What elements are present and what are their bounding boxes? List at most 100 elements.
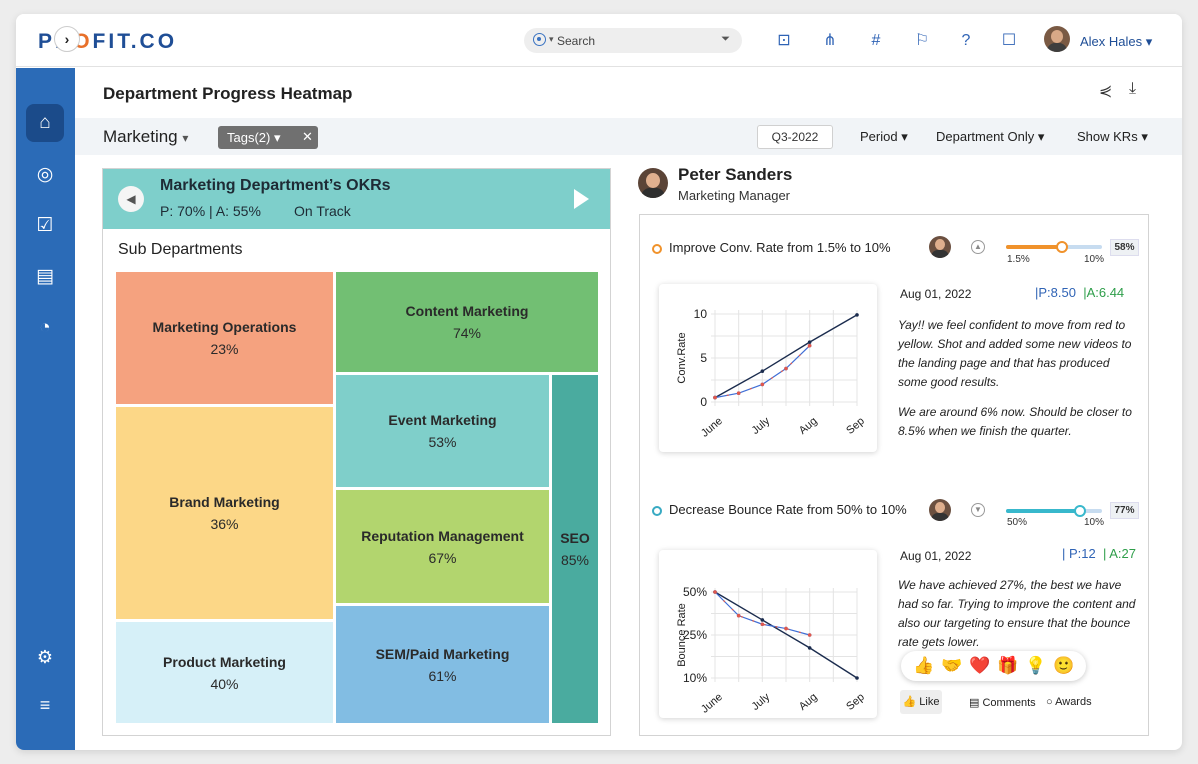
heatmap-tile-event-marketing[interactable]: Event Marketing 53% bbox=[336, 375, 549, 487]
megaphone-icon: ◀ bbox=[118, 186, 144, 212]
tile-value: 67% bbox=[428, 549, 457, 566]
filter-icon[interactable]: ⏷ bbox=[721, 33, 730, 45]
play-icon[interactable] bbox=[574, 189, 589, 209]
checkin-date: Aug 01, 2022 bbox=[900, 287, 972, 301]
okr-progress-stats: P: 70% | A: 55% bbox=[160, 203, 261, 219]
okr-header[interactable]: ◀ Marketing Department’s OKRs P: 70% | A… bbox=[103, 169, 610, 229]
y-tick-label: 10% bbox=[683, 671, 707, 685]
planned-value: | P:12 bbox=[1062, 546, 1096, 561]
like-button[interactable]: 👍 Like bbox=[900, 690, 942, 714]
sliders-icon[interactable]: ≡ bbox=[39, 695, 51, 715]
data-point bbox=[736, 391, 741, 395]
folder-icon[interactable]: ⊡ bbox=[777, 32, 791, 49]
tile-name: Brand Marketing bbox=[169, 494, 280, 510]
tile-value: 74% bbox=[452, 325, 482, 341]
message-icon[interactable]: ▤ bbox=[36, 266, 54, 287]
heart-icon[interactable]: ❤️ bbox=[969, 656, 991, 675]
sidebar-active-indicator bbox=[26, 104, 64, 142]
dashboard-icon[interactable]: ◔ bbox=[39, 317, 51, 338]
quarter-select[interactable]: Q3-2022 bbox=[757, 125, 833, 149]
data-point bbox=[855, 313, 859, 317]
planned-actual: |P:8.50 |A:6.44 bbox=[1035, 285, 1124, 300]
sidebar: ⌂ ◎ ☑ ▤ ◔ ⚙ ≡ bbox=[16, 68, 75, 750]
tile-name: SEM/Paid Marketing bbox=[375, 645, 510, 662]
kr-progress-knob[interactable] bbox=[1073, 505, 1086, 517]
lightbulb-icon[interactable]: 💡 bbox=[1025, 656, 1047, 675]
collapse-sidebar-button[interactable]: › bbox=[54, 26, 80, 52]
data-point bbox=[784, 366, 788, 371]
tile-name: Product Marketing bbox=[163, 653, 286, 670]
settings-icon[interactable]: ⚙ bbox=[36, 647, 54, 667]
tile-value: 40% bbox=[210, 675, 239, 692]
owner-avatar[interactable] bbox=[638, 168, 668, 198]
bounce-rate-chart: 10% 25% 50% Bounce Rate June July Aug Sep bbox=[676, 585, 867, 716]
kr-target-value: 10% bbox=[1084, 254, 1105, 265]
heatmap-tile-marketing-operations[interactable]: Marketing Operations 23% bbox=[116, 272, 333, 404]
show-krs-dropdown[interactable]: Show KRs ▾ bbox=[1077, 129, 1148, 144]
award-icon: ○ bbox=[1046, 696, 1053, 708]
search-input[interactable]: Search bbox=[557, 34, 596, 48]
app-window: PROFIT.CO ▾ Search ⏷ ⊡ ⋔ # ⚐ ? ☐ Alex Ha… bbox=[16, 14, 1182, 750]
chat-icon[interactable]: ☐ bbox=[1001, 32, 1017, 49]
handshake-icon[interactable]: 🤝 bbox=[941, 656, 963, 675]
department-select[interactable]: Marketing ▾ bbox=[103, 127, 189, 146]
series-line bbox=[714, 314, 858, 399]
okr-title: Marketing Department’s OKRs bbox=[160, 177, 391, 194]
search-box[interactable]: ▾ Search ⏷ bbox=[524, 28, 742, 53]
kr-progress-track bbox=[1006, 505, 1102, 517]
data-point bbox=[855, 676, 859, 680]
x-tick-label: Aug bbox=[797, 415, 820, 437]
caret-down-icon[interactable]: ▾ bbox=[549, 34, 554, 44]
share-icon[interactable]: ⋞ bbox=[1099, 83, 1113, 100]
planned-value: |P:8.50 bbox=[1035, 285, 1076, 300]
target-icon[interactable]: ◎ bbox=[36, 164, 54, 185]
heatmap-tile-seo[interactable]: SEO 85% bbox=[552, 375, 598, 723]
data-point bbox=[713, 395, 717, 400]
status-down-icon[interactable]: ▼ bbox=[971, 503, 985, 517]
hierarchy-icon[interactable]: ⋔ bbox=[823, 32, 837, 49]
kr-title[interactable]: Improve Conv. Rate from 1.5% to 10% bbox=[669, 240, 891, 255]
heatmap-tile-product-marketing[interactable]: Product Marketing 40% bbox=[116, 622, 333, 723]
comments-button[interactable]: ▤ Comments bbox=[969, 696, 1036, 709]
calendar-check-icon[interactable]: ☑ bbox=[36, 215, 54, 236]
owner-name: Peter Sanders bbox=[678, 165, 793, 184]
gift-icon[interactable]: 🎁 bbox=[997, 656, 1019, 675]
status-up-icon[interactable]: ▲ bbox=[971, 240, 985, 254]
data-point bbox=[760, 618, 765, 622]
flag-icon[interactable]: ⚐ bbox=[914, 32, 930, 49]
help-icon[interactable]: ? bbox=[961, 32, 971, 49]
x-tick-label: July bbox=[750, 415, 773, 437]
x-tick-label: Sep bbox=[844, 415, 867, 437]
data-point bbox=[807, 633, 812, 637]
kr-owner-avatar[interactable] bbox=[929, 236, 951, 258]
heatmap-tile-brand-marketing[interactable]: Brand Marketing 36% bbox=[116, 407, 333, 619]
y-tick-label: 25% bbox=[683, 628, 707, 642]
sub-departments-heading: Sub Departments bbox=[118, 241, 243, 258]
tile-name: Marketing Operations bbox=[152, 319, 297, 335]
comment-icon: ▤ bbox=[969, 697, 980, 709]
user-menu[interactable]: Alex Hales ▾ bbox=[1080, 34, 1153, 49]
data-point bbox=[807, 646, 812, 650]
kr-owner-avatar[interactable] bbox=[929, 499, 951, 521]
tags-chip[interactable]: Tags(2) ▾ ✕ bbox=[218, 126, 318, 149]
department-only-dropdown[interactable]: Department Only ▾ bbox=[936, 129, 1045, 144]
period-dropdown[interactable]: Period ▾ bbox=[860, 129, 908, 144]
thumbs-up-icon[interactable]: 👍 bbox=[913, 656, 935, 675]
awards-button[interactable]: ○ Awards bbox=[1046, 696, 1092, 708]
filter-bar: Marketing ▾ Tags(2) ▾ ✕ Q3-2022 Period ▾… bbox=[75, 118, 1182, 155]
series-line bbox=[714, 591, 858, 679]
clear-tags-icon[interactable]: ✕ bbox=[302, 129, 313, 144]
heatmap-tile-reputation-management[interactable]: Reputation Management 67% bbox=[336, 490, 549, 603]
home-icon[interactable]: ⌂ bbox=[39, 112, 51, 133]
download-icon[interactable]: ⤓ bbox=[1129, 80, 1137, 97]
conv-rate-chart-card: 0 5 10 Conv.Rate June July Aug Sep bbox=[659, 284, 877, 452]
kr-title[interactable]: Decrease Bounce Rate from 50% to 10% bbox=[669, 502, 907, 517]
heatmap-tile-sem-paid-marketing[interactable]: SEM/Paid Marketing 61% bbox=[336, 606, 549, 723]
kr-progress-knob[interactable] bbox=[1055, 241, 1068, 253]
smile-icon[interactable]: 🙂 bbox=[1053, 656, 1075, 675]
user-avatar[interactable] bbox=[1044, 26, 1070, 52]
hashtag-icon[interactable]: # bbox=[871, 32, 881, 49]
tile-value: 61% bbox=[428, 667, 457, 684]
heatmap-tile-content-marketing[interactable]: Content Marketing 74% bbox=[336, 272, 598, 372]
tile-name: Event Marketing bbox=[388, 412, 497, 428]
